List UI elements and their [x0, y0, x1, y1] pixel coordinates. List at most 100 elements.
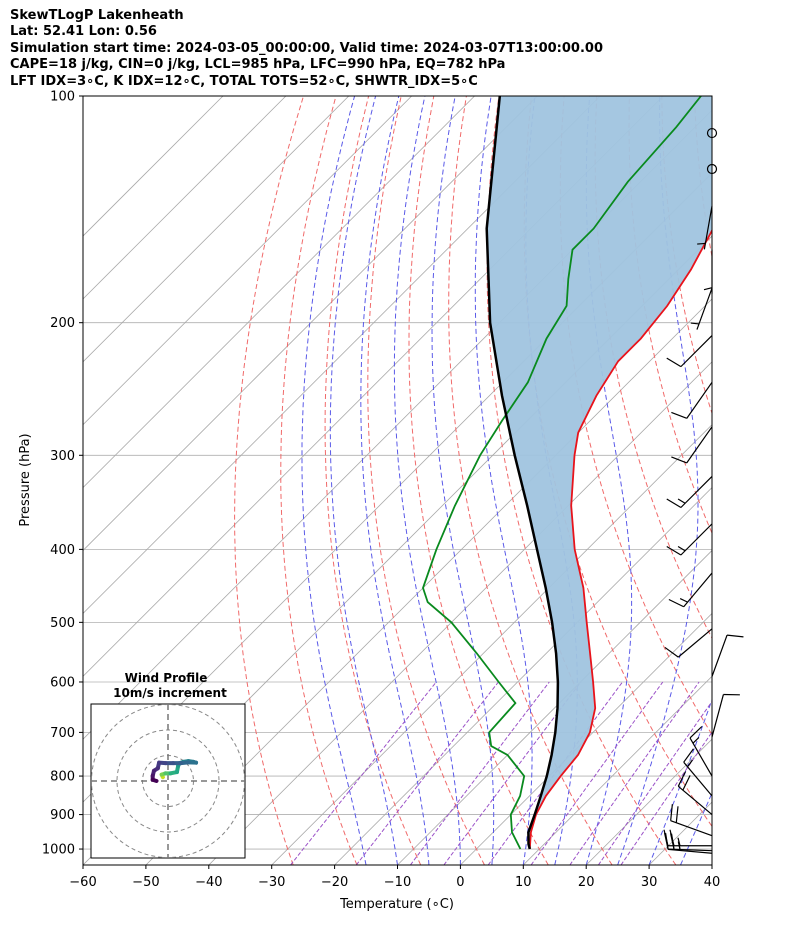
- isotherm-line: [397, 549, 712, 865]
- wind-barb: [664, 628, 713, 658]
- dewpoint-line: [422, 96, 702, 850]
- moist-adiabat: [585, 96, 633, 865]
- cape-fill: [486, 96, 712, 849]
- barb-staff: [696, 288, 713, 330]
- y-tick-label: 600: [50, 675, 75, 690]
- barb-flag: [683, 748, 694, 763]
- isotherm-line: [83, 96, 538, 552]
- figure-header: SkewTLogP Lakenheath Lat: 52.41 Lon: 0.5…: [10, 8, 790, 90]
- wind-barb: [703, 249, 713, 294]
- barb-flag: [666, 498, 682, 509]
- dry-adiabat: [408, 96, 549, 865]
- stability-indices: LFT IDX=3∘C, K IDX=12∘C, TOTAL TOTS=52∘C…: [10, 73, 478, 89]
- wind-barb: [670, 804, 713, 837]
- barb-half-flag: [677, 498, 686, 504]
- barb-staff: [680, 335, 713, 368]
- barb-staff: [683, 761, 713, 797]
- x-tick-label: 0: [456, 875, 464, 890]
- barb-half-flag: [697, 242, 706, 245]
- barb-flag: [670, 804, 673, 821]
- barb-half-flag: [677, 837, 681, 846]
- y-tick-label: 500: [50, 616, 75, 631]
- simulation-times: Simulation start time: 2024-03-05_00:00:…: [10, 40, 603, 56]
- mixing-ratio-line: [569, 681, 700, 865]
- mixing-ratio-line: [597, 700, 712, 865]
- barb-flag: [726, 634, 744, 638]
- moist-adiabat: [301, 96, 367, 865]
- barb-staff: [668, 848, 713, 854]
- wind-barb: [690, 288, 713, 330]
- mixing-ratio-line: [530, 681, 664, 865]
- wind-barb: [666, 475, 713, 509]
- mixing-ratio-line: [355, 681, 499, 865]
- hodograph-title: Wind Profile: [125, 671, 208, 685]
- wind-barb: [677, 771, 713, 816]
- wind-barb: [666, 523, 713, 556]
- axis-ticks: −60 −50 −40 −30 −20 −10 0 10 20 30 40 100 200 300 400 5…: [42, 90, 720, 891]
- y-tick-label: 700: [50, 726, 75, 741]
- wind-barb: [689, 726, 713, 777]
- hodograph-subtitle: 10m/s increment: [113, 686, 227, 700]
- barb-staff: [689, 737, 713, 777]
- barb-staff: [670, 820, 713, 837]
- barb-half-flag: [677, 545, 686, 552]
- moist-adiabat: [711, 863, 712, 865]
- barb-half-flag: [679, 597, 688, 603]
- barb-flag: [668, 598, 684, 608]
- wind-barb: [706, 163, 718, 175]
- cape-cin-levels: CAPE=18 j/kg, CIN=0 j/kg, LCL=985 hPa, L…: [10, 57, 506, 73]
- wind-barb: [706, 127, 718, 139]
- calm-circle: [706, 127, 718, 139]
- barb-half-flag: [703, 287, 713, 291]
- barb-flag: [666, 545, 682, 556]
- x-tick-label: −10: [384, 875, 411, 890]
- barb-flag: [663, 829, 669, 846]
- y-tick-label: 900: [50, 808, 75, 823]
- barb-staff: [711, 634, 728, 677]
- isotherm-line: [523, 675, 712, 865]
- barb-staff: [677, 785, 713, 816]
- barb-flag: [671, 456, 687, 464]
- mixing-ratio-line: [290, 681, 437, 865]
- barb-staff: [703, 205, 713, 250]
- y-tick-label: 400: [50, 543, 75, 558]
- wind-barb: [711, 634, 744, 677]
- wind-barb: [697, 205, 713, 250]
- moist-adiabat: [393, 96, 461, 865]
- dry-adiabat: [661, 96, 712, 415]
- x-axis-label: Temperature (∘C): [339, 897, 454, 912]
- dry-adiabat: [234, 96, 304, 865]
- wind-barb: [668, 572, 713, 608]
- y-tick-label: 200: [50, 316, 75, 331]
- moist-adiabat: [329, 96, 398, 865]
- y-tick-label: 800: [50, 770, 75, 785]
- isotherm-line: [83, 96, 350, 363]
- wind-barb: [663, 829, 712, 847]
- isotherm-line: [83, 96, 412, 426]
- parcel-line: [485, 96, 560, 850]
- isotherm-line: [83, 96, 224, 237]
- y-axis-label: Pressure (hPa): [18, 433, 33, 526]
- barb-staff: [683, 572, 713, 608]
- barb-flag: [675, 806, 679, 823]
- hodograph-inset: Wind Profile 10m/s increment: [90, 671, 246, 859]
- isotherm-line: [83, 96, 601, 614]
- x-tick-label: −30: [258, 875, 285, 890]
- x-tick-label: −40: [195, 875, 222, 890]
- barb-staff: [711, 694, 724, 738]
- x-tick-label: 40: [704, 875, 721, 890]
- x-tick-label: 30: [641, 875, 658, 890]
- hodograph-segment: [150, 777, 159, 783]
- y-tick-label: 100: [50, 90, 75, 105]
- station-coordinates: Lat: 52.41 Lon: 0.56: [10, 24, 157, 40]
- barb-staff: [686, 426, 713, 464]
- dry-adiabat: [324, 96, 422, 865]
- dry-adiabat: [760, 96, 794, 865]
- moist-adiabat: [431, 96, 495, 865]
- mixing-ratio-line: [443, 681, 582, 865]
- barb-half-flag: [692, 736, 700, 744]
- dry-adiabat: [367, 96, 485, 865]
- dry-adiabat: [727, 96, 794, 865]
- x-tick-label: −50: [132, 875, 159, 890]
- wind-barb: [666, 335, 713, 368]
